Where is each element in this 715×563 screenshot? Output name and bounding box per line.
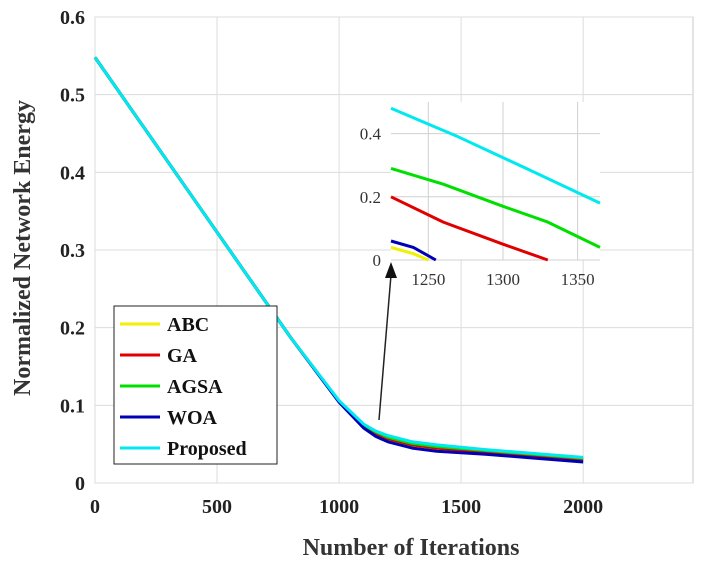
- inset-series-line-proposed: [390, 106, 601, 205]
- inset-x-tick-label: 1300: [486, 270, 520, 289]
- x-tick-label: 1000: [319, 496, 359, 518]
- inset-y-tick-label: 0: [373, 251, 382, 270]
- inset-zoom: 1250 1300 1350 0 0.2 0.4: [360, 102, 601, 289]
- legend-label-woa: WOA: [167, 407, 218, 429]
- inset-series-line-agsa: [390, 166, 601, 249]
- inset-area: [391, 102, 600, 260]
- y-tick-label: 0.5: [60, 85, 85, 107]
- inset-y-tick-label: 0.4: [360, 125, 382, 144]
- inset-series-line-ga: [390, 195, 549, 262]
- legend-label-agsa: AGSA: [167, 376, 223, 398]
- inset-series-line-abc: [390, 245, 429, 262]
- tick-labels: 0 500 1000 1500 2000 0 0.1 0.2 0.3 0.4 0.5 0.6: [60, 7, 603, 518]
- x-tick-label: 1500: [441, 496, 481, 518]
- legend-label-abc: ABC: [167, 314, 209, 336]
- y-tick-label: 0.4: [60, 162, 85, 184]
- y-tick-label: 0.6: [60, 7, 85, 29]
- y-axis-label: Normalized Network Energy: [10, 100, 36, 396]
- inset-x-tick-label: 1350: [561, 270, 595, 289]
- y-tick-label: 0.3: [60, 240, 85, 262]
- x-tick-label: 500: [202, 496, 232, 518]
- inset-y-tick-label: 0.2: [360, 188, 381, 207]
- inset-series-line-woa: [390, 239, 437, 262]
- inset-series-lines: [390, 106, 601, 262]
- series-line-proposed: [93, 56, 584, 459]
- legend: ABC GA AGSA WOA Proposed: [113, 305, 278, 465]
- inset-tick-labels: 1250 1300 1350 0 0.2 0.4: [360, 125, 595, 289]
- x-tick-label: 2000: [563, 496, 603, 518]
- series-lines: [93, 56, 584, 464]
- x-axis-label: Number of Iterations: [303, 535, 520, 561]
- legend-label-proposed: Proposed: [167, 438, 247, 460]
- legend-label-ga: GA: [167, 345, 198, 367]
- inset-x-tick-label: 1250: [411, 270, 445, 289]
- zoom-arrow: [378, 262, 397, 421]
- x-tick-label: 0: [90, 496, 100, 518]
- y-tick-label: 0.1: [60, 395, 85, 417]
- y-tick-label: 0.2: [60, 318, 85, 340]
- y-tick-label: 0: [75, 473, 85, 495]
